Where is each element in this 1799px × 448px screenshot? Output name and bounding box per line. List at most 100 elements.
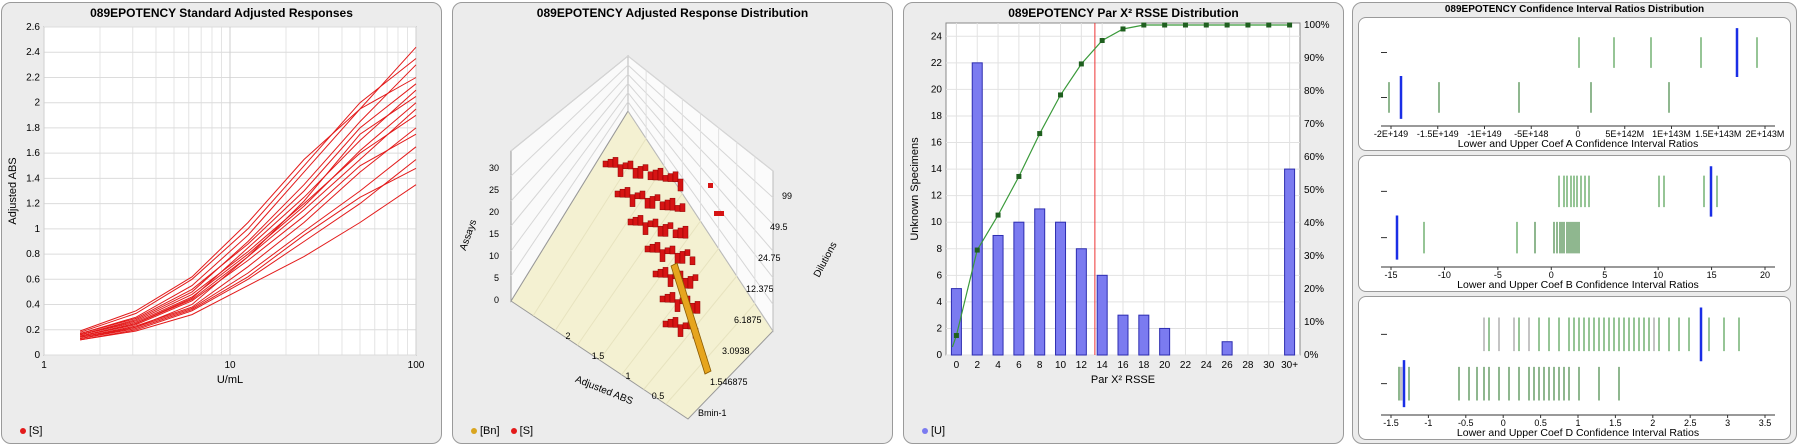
s-block — [607, 158, 614, 168]
series-line — [79, 114, 417, 336]
legend-item-bn[interactable]: [Bn] — [471, 425, 500, 437]
s-block — [662, 320, 669, 328]
panel-title: 089EPOTENCY Adjusted Response Distributi… — [536, 6, 809, 20]
grid-line — [576, 193, 683, 346]
s-block — [629, 194, 636, 207]
series-line — [79, 102, 417, 336]
s-block — [654, 242, 661, 253]
z-tick-label: 6.1875 — [734, 315, 762, 325]
x-tick-label: 2 — [974, 360, 980, 371]
z-tick-label: Bmin-1 — [698, 408, 727, 418]
s-block — [694, 301, 701, 314]
series-line — [80, 167, 417, 340]
s-block — [624, 187, 631, 198]
y-tick-label: 15 — [489, 229, 499, 239]
cumulative-point — [953, 333, 959, 339]
histogram-bar — [1096, 274, 1108, 356]
y-tick-label: 25 — [489, 185, 499, 195]
x-tick-label: 1E+143M — [1652, 129, 1691, 139]
cumulative-point — [1266, 22, 1272, 28]
x-tick-label: -10 — [1438, 270, 1451, 280]
x-tick-label: 1.5E+143M — [1695, 129, 1741, 139]
s-block — [614, 190, 621, 198]
series-line — [79, 77, 417, 332]
x-axis-label: Lower and Upper Coef B Confidence Interv… — [1457, 279, 1699, 291]
panel-confidence-ratios: 089EPOTENCY Confidence Interval Ratios D… — [1352, 2, 1797, 444]
panel-title: 089EPOTENCY Standard Adjusted Responses — [90, 6, 353, 20]
subchart-coef-b: -15 -10 -5 0 5 10 15 20 Lower and Upper Coef B C… — [1358, 155, 1791, 292]
s-block — [669, 245, 676, 255]
subchart-coef-a: -2E+149 -1.5E+149 -1E+149 -5E+148 0 5E+142M 1E… — [1358, 17, 1791, 151]
z-tick-label: 99 — [782, 191, 792, 201]
x-tick-label: 22 — [1180, 360, 1192, 371]
series-line — [79, 58, 417, 333]
s-block — [708, 183, 713, 188]
legend-item-s[interactable]: [S] — [20, 425, 42, 437]
s-block — [672, 171, 679, 183]
x-tick-label: 2.5 — [1684, 418, 1697, 428]
x-tick-label: -5 — [1494, 270, 1502, 280]
histogram-bar — [992, 234, 1004, 356]
s-block — [642, 164, 649, 171]
y-tick-label: 0.8 — [26, 249, 40, 260]
x-axis-label: U/mL — [217, 374, 243, 386]
z-axis-label: Dilutions — [812, 240, 840, 279]
y-tick-label: 18 — [931, 111, 943, 122]
y2-tick-label: 90% — [1304, 53, 1324, 64]
x-tick-label: 5E+142M — [1605, 129, 1644, 139]
x-tick-label: 1.5 — [1609, 418, 1622, 428]
legend-item-u[interactable]: [U] — [922, 425, 945, 437]
x-tick-label: 10 — [1055, 360, 1067, 371]
x-tick-label: -1.5E+149 — [1417, 129, 1459, 139]
y-tick-label: 30 — [489, 163, 499, 173]
y-tick-label: 0.2 — [26, 325, 40, 336]
s-block — [674, 252, 681, 264]
s-block — [667, 173, 674, 182]
y-tick-label: 0 — [936, 350, 942, 361]
y-tick-label: 8 — [936, 244, 942, 255]
s-block — [644, 245, 651, 253]
y-tick-label: 2 — [936, 323, 942, 334]
y-tick-label: 12 — [931, 191, 943, 202]
y-tick-label: 10 — [931, 217, 943, 228]
s-block — [672, 317, 679, 328]
x-tick-label: 4 — [995, 360, 1001, 371]
s-block — [642, 222, 649, 235]
cumulative-point — [1141, 22, 1147, 28]
s-block — [652, 169, 659, 181]
x-tick-label: 0.5 — [1534, 418, 1547, 428]
series-line — [79, 83, 417, 335]
legend: [S] — [20, 425, 50, 437]
x-tick-label: 3.5 — [1759, 418, 1772, 428]
s-block — [632, 216, 639, 226]
x-tick-label: 12 — [1076, 360, 1088, 371]
series-line — [80, 159, 417, 341]
z-tick-label: 24.75 — [758, 253, 781, 263]
x-tick-label: 2 — [565, 331, 570, 341]
s-block — [657, 268, 664, 278]
x-tick-label: 0.5 — [652, 391, 665, 401]
y2-tick-label: 50% — [1304, 185, 1324, 196]
cumulative-point — [1245, 22, 1251, 28]
y-tick-label: 22 — [931, 58, 943, 69]
grid-line — [643, 275, 738, 390]
y2-tick-label: 80% — [1304, 86, 1324, 97]
legend: [Bn] [S] — [471, 425, 541, 437]
cumulative-point — [1120, 26, 1126, 32]
x-tick-label: 1 — [41, 360, 47, 371]
histogram-bar — [971, 62, 983, 356]
s-block — [627, 160, 634, 170]
s-block — [622, 162, 629, 170]
s-block — [687, 276, 694, 289]
series-line — [80, 146, 417, 338]
x-tick-label: 3 — [1725, 418, 1730, 428]
histogram-bar — [1159, 327, 1171, 356]
legend-item-s[interactable]: [S] — [510, 425, 533, 437]
grid-line — [554, 165, 665, 331]
x-tick-label: 24 — [1201, 360, 1213, 371]
histogram-bar — [1075, 248, 1087, 356]
histogram-bar — [1284, 168, 1296, 356]
s-block — [682, 225, 689, 239]
y-tick-label: 0.6 — [26, 274, 40, 285]
cumulative-point — [1203, 22, 1209, 28]
